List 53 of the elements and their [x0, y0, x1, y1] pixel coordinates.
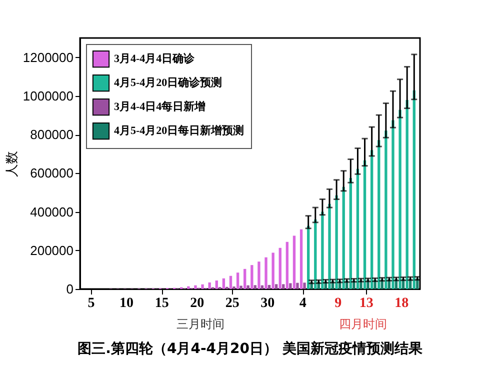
- bar: [244, 268, 246, 289]
- y-axis-title: 人数: [4, 151, 20, 177]
- bar: [250, 265, 254, 289]
- x-tick-label: 10: [120, 296, 134, 311]
- x-tick-label: 5: [88, 296, 95, 311]
- x-tick-label: 18: [394, 296, 409, 311]
- bar: [201, 284, 204, 289]
- y-tick-label: 1000000: [22, 88, 74, 104]
- text: 四月时间: [338, 317, 387, 331]
- y-tick-label: 200000: [30, 242, 74, 258]
- bar: [258, 262, 260, 289]
- bar: [286, 242, 289, 289]
- bar: [236, 272, 240, 289]
- x-tick-label: 25: [225, 296, 240, 311]
- bar: [215, 280, 218, 289]
- bar: [208, 282, 211, 289]
- x-tick-label: 13: [359, 296, 374, 311]
- legend-label: 4月5-4月20日确诊预测: [114, 76, 222, 89]
- x-tick-label: 15: [154, 296, 169, 311]
- x-tick-label: 20: [190, 296, 204, 311]
- bar: [240, 286, 242, 289]
- bar: [300, 229, 303, 289]
- bar: [303, 282, 306, 289]
- y-tick-label: 600000: [30, 166, 74, 181]
- y-tick-label: 800000: [30, 127, 74, 142]
- bar: [246, 285, 250, 289]
- x-axis-title: 三月时间: [176, 317, 224, 331]
- bar: [274, 284, 278, 289]
- bar: [282, 284, 285, 289]
- x-tick-label: 30: [260, 296, 275, 311]
- x-tick-label: 9: [334, 296, 342, 311]
- bar: [296, 282, 299, 289]
- legend-label: 3月4-4月4日确诊: [114, 52, 196, 65]
- bar: [278, 248, 282, 289]
- bar: [264, 257, 268, 289]
- bar: [187, 286, 190, 289]
- bar: [272, 252, 274, 289]
- bar: [292, 236, 296, 289]
- y-tick-label: 1200000: [22, 50, 74, 65]
- bar: [229, 276, 232, 289]
- bar: [260, 285, 264, 289]
- y-tick-label: 400000: [30, 204, 74, 220]
- bar: [194, 285, 197, 289]
- bar: [232, 286, 236, 289]
- y-tick-label: 0: [66, 282, 74, 296]
- legend-label: 3月4-4日4每日新增: [114, 100, 206, 113]
- x-tick-label: 4: [299, 296, 306, 311]
- bar: [222, 278, 226, 289]
- text: 图三.第四轮（4月4-4月20日） 美国新冠疫情预测结果: [78, 340, 424, 357]
- legend-label: 4月5-4月20日每日新增预测: [114, 124, 244, 137]
- bar: [268, 284, 271, 289]
- bar: [254, 285, 256, 289]
- bar: [289, 283, 292, 289]
